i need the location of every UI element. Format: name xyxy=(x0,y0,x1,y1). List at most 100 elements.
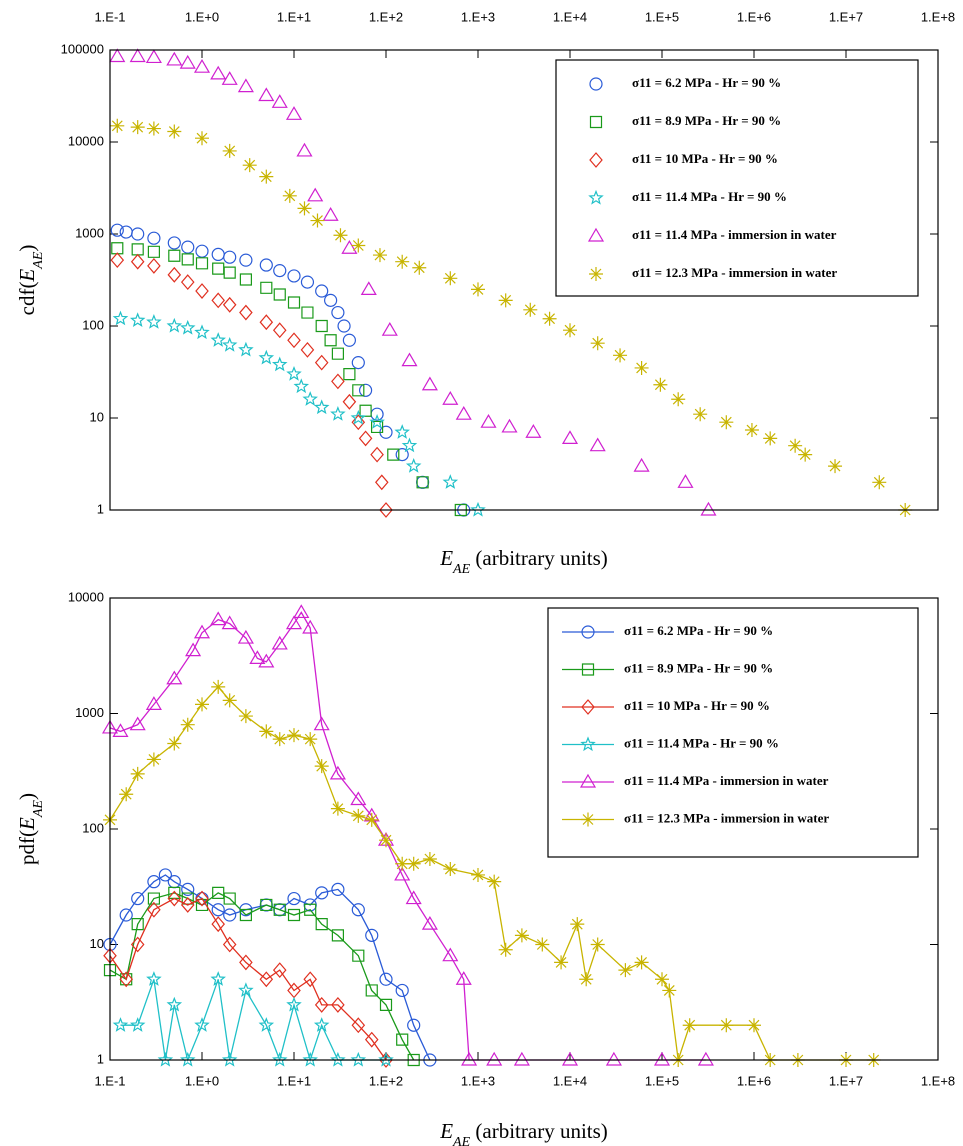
x-tick-label: 1.E+2 xyxy=(369,1073,403,1088)
marker xyxy=(260,898,273,912)
marker xyxy=(195,697,209,712)
legend-label: σ11 = 11.4 MPa - immersion in water xyxy=(624,773,829,788)
legend-label: σ11 = 11.4 MPa - Hr = 90 % xyxy=(624,735,779,750)
marker xyxy=(194,1017,210,1032)
marker xyxy=(210,332,226,347)
marker xyxy=(287,332,301,349)
marker xyxy=(302,619,319,634)
marker xyxy=(223,908,237,922)
marker xyxy=(535,937,550,952)
marker xyxy=(314,996,329,1013)
marker xyxy=(112,723,129,737)
marker xyxy=(480,414,497,428)
marker xyxy=(563,323,577,338)
marker xyxy=(590,937,605,952)
axis-label-part: AE xyxy=(31,251,46,270)
marker xyxy=(313,1017,330,1032)
marker xyxy=(129,1017,146,1032)
marker xyxy=(287,908,301,922)
axis-label-part: E xyxy=(15,269,39,283)
marker xyxy=(167,736,182,751)
marker xyxy=(379,833,393,848)
marker xyxy=(561,430,579,445)
marker xyxy=(314,759,329,774)
marker xyxy=(293,604,310,619)
marker xyxy=(146,752,161,767)
marker xyxy=(700,501,717,516)
marker xyxy=(313,399,330,415)
legend-label: σ11 = 11.4 MPa - Hr = 90 % xyxy=(632,189,787,204)
marker xyxy=(221,71,238,85)
y-tick-label: 1000 xyxy=(75,225,104,240)
legend-label: σ11 = 6.2 MPa - Hr = 90 % xyxy=(632,75,781,90)
y-tick-label: 1000 xyxy=(75,705,104,720)
marker xyxy=(351,808,366,823)
marker xyxy=(146,971,162,986)
x-tick-label: 1.E+6 xyxy=(737,9,771,24)
marker xyxy=(471,867,485,882)
marker xyxy=(221,336,238,352)
marker xyxy=(324,334,337,347)
marker xyxy=(223,250,237,264)
legend-marker xyxy=(581,812,595,827)
marker xyxy=(872,475,887,490)
marker xyxy=(744,423,759,438)
marker xyxy=(179,1051,196,1067)
legend-label: σ11 = 8.9 MPa - Hr = 90 % xyxy=(624,660,773,675)
axis-label-part: ) xyxy=(15,245,39,252)
marker xyxy=(395,983,409,998)
marker xyxy=(613,348,628,363)
marker xyxy=(180,717,195,732)
x-tick-label: 1.E+4 xyxy=(553,1073,587,1088)
x-tick-label: 1.E+0 xyxy=(185,9,219,24)
marker xyxy=(273,288,286,301)
marker xyxy=(131,243,144,256)
marker xyxy=(324,293,338,307)
marker xyxy=(210,611,227,626)
marker xyxy=(315,918,328,931)
legend-label: σ11 = 11.4 MPa - immersion in water xyxy=(632,227,837,242)
axis-label: EAE (arbitrary units) xyxy=(439,1119,608,1146)
marker xyxy=(442,391,459,405)
marker xyxy=(329,765,346,780)
marker xyxy=(331,882,345,896)
marker xyxy=(238,341,254,357)
marker xyxy=(407,1053,420,1067)
y-tick-label: 100 xyxy=(82,820,104,835)
marker xyxy=(677,474,694,488)
marker xyxy=(259,169,274,184)
y-tick-label: 1 xyxy=(97,1051,104,1066)
marker xyxy=(239,273,252,286)
marker xyxy=(682,1018,697,1033)
marker xyxy=(331,929,344,942)
axis-label-part: pdf( xyxy=(15,830,39,865)
marker xyxy=(147,892,160,905)
marker xyxy=(412,260,427,275)
marker xyxy=(147,901,161,918)
marker xyxy=(487,874,502,889)
marker xyxy=(129,716,146,731)
marker xyxy=(331,373,345,390)
marker xyxy=(181,240,195,254)
marker xyxy=(542,311,557,326)
marker xyxy=(407,1018,421,1032)
marker xyxy=(195,244,209,258)
legend-marker xyxy=(579,773,597,788)
axis-label-part: ) xyxy=(15,793,39,800)
marker xyxy=(470,501,486,517)
marker xyxy=(314,354,329,371)
marker xyxy=(307,187,324,202)
marker xyxy=(301,306,314,319)
marker xyxy=(131,227,145,241)
marker xyxy=(315,886,329,900)
marker xyxy=(455,971,472,985)
marker xyxy=(498,942,513,957)
marker xyxy=(258,1017,275,1032)
marker xyxy=(719,1018,734,1033)
marker xyxy=(129,312,146,328)
marker xyxy=(211,679,226,694)
marker xyxy=(387,448,400,461)
marker xyxy=(364,812,379,827)
marker xyxy=(471,282,485,297)
legend-frame xyxy=(555,59,919,297)
